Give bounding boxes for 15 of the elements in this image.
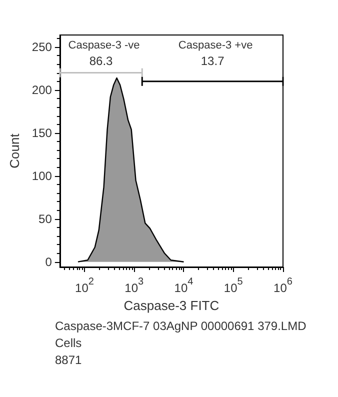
y-tick-label: 250 (32, 40, 52, 54)
text: Cells (55, 336, 82, 350)
x-axis-title: Caspase-3 FITC (124, 298, 220, 313)
annotation: 86.3 (89, 54, 114, 68)
y-tick-label: 50 (38, 212, 52, 226)
text: Caspase-3MCF-7 03AgNP 00000691 379.LMD (55, 319, 307, 333)
annotation: Caspase-3 -ve (68, 40, 140, 52)
y-tick-label: 150 (32, 126, 52, 140)
annotation: 13.7 (200, 54, 225, 68)
y-tick-label: 0 (45, 254, 52, 269)
annotation: Caspase-3 +ve (178, 40, 253, 52)
text: 8871 (55, 353, 82, 367)
y-tick-label: 200 (32, 82, 52, 97)
y-tick-label: 100 (32, 168, 52, 183)
y-axis-title: Count (7, 133, 22, 168)
